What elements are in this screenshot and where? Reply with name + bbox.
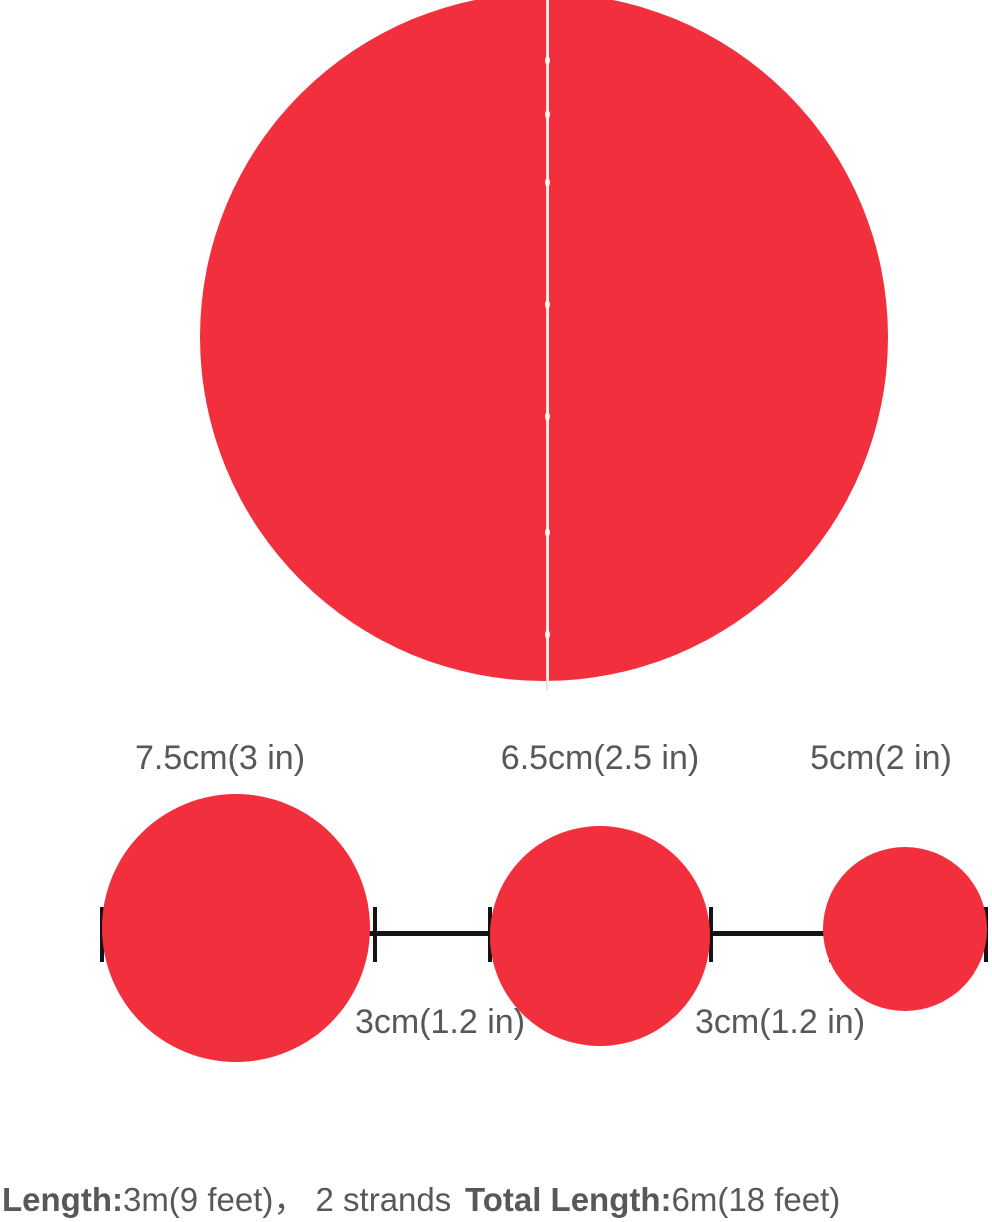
garland-large-circle: [200, 0, 888, 681]
thread-knot: [545, 300, 550, 309]
total-length-spec-label: Total Length:: [465, 1181, 672, 1218]
thread-knot: [545, 528, 550, 537]
thread-knot: [545, 630, 550, 639]
thread-knot: [545, 110, 550, 119]
gap-label: 3cm(1.2 in): [354, 1003, 526, 1041]
gap-label: 3cm(1.2 in): [694, 1003, 866, 1041]
total-length-spec: Total Length:6m(18 feet): [465, 1180, 840, 1220]
garland-circle-5cm: [823, 847, 987, 1011]
hanging-thread-line: [545, 0, 550, 690]
thread-knot: [545, 412, 550, 421]
size-label-medium: 6.5cm(2.5 in): [500, 739, 700, 777]
thread-knot: [545, 178, 550, 187]
thread-knot: [545, 56, 550, 65]
length-spec-label: Length:: [2, 1181, 123, 1218]
length-spec: Length:3m(9 feet)， 2 strands: [2, 1180, 451, 1220]
length-spec-value: 3m(9 feet)， 2 strands: [122, 1181, 452, 1218]
size-label-large: 7.5cm(3 in): [134, 739, 306, 777]
size-label-small: 5cm(2 in): [810, 739, 952, 777]
garland-circle-6-5cm: [490, 826, 710, 1046]
measure-tick: [709, 907, 713, 962]
total-length-spec-value: 6m(18 feet): [671, 1181, 841, 1218]
garland-circle-7-5cm: [102, 794, 370, 1062]
measure-tick: [373, 907, 377, 962]
